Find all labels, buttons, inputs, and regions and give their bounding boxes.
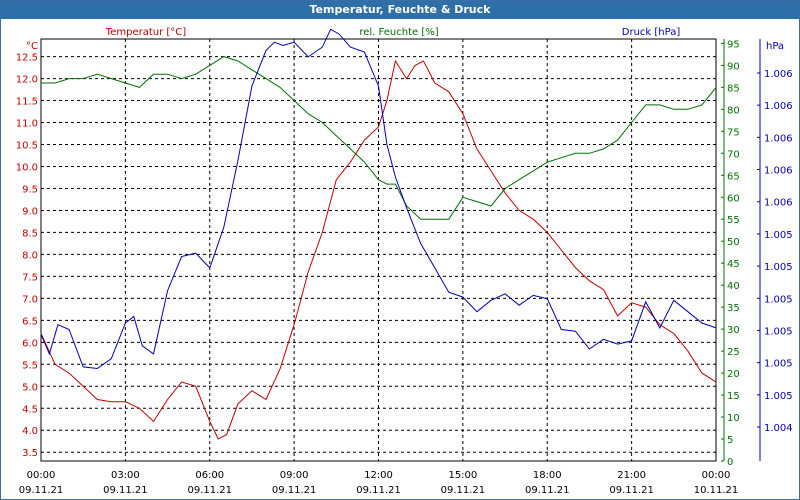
pressure-tick-label: 1.005 [764, 294, 793, 305]
temperature-tick-label: 10.5 [16, 141, 38, 152]
pressure-tick-label: 1.006 [764, 133, 793, 144]
temperature-tick-label: 10.0 [16, 162, 38, 173]
x-tick-label-time: 06:00 [195, 470, 224, 481]
pressure-tick-label: 1.005 [764, 262, 793, 273]
humidity-tick-label: 80 [727, 105, 740, 116]
humidity-tick-label: 70 [727, 149, 740, 160]
x-tick-label-date: 09.11.21 [103, 485, 148, 496]
pressure-tick-label: 1.004 [764, 423, 793, 434]
humidity-tick-label: 50 [727, 237, 740, 248]
temperature-tick-label: 6.0 [22, 338, 38, 349]
temperature-tick-label: 5.5 [22, 360, 38, 371]
humidity-tick-label: 85 [727, 83, 740, 94]
pressure-tick-label: 1.006 [764, 198, 793, 209]
temperature-tick-label: 9.5 [22, 184, 38, 195]
x-tick-label-time: 00:00 [702, 470, 731, 481]
x-tick-label-date: 09.11.21 [356, 485, 401, 496]
pressure-unit-label: hPa [766, 41, 784, 52]
temperature-unit-label: °C [26, 41, 38, 52]
x-tick-label-time: 18:00 [533, 470, 562, 481]
x-tick-label-time: 00:00 [27, 470, 56, 481]
temperature-tick-label: 6.5 [22, 316, 38, 327]
x-tick-label-time: 15:00 [448, 470, 477, 481]
pressure-axis-title: Druck [hPa] [622, 27, 681, 38]
temperature-tick-label: 7.5 [22, 272, 38, 283]
humidity-tick-label: 45 [727, 259, 740, 270]
x-tick-label-time: 12:00 [364, 470, 393, 481]
pressure-tick-label: 1.006 [764, 166, 793, 177]
humidity-axis-title: rel. Feuchte [%] [359, 27, 438, 38]
x-tick-label-date: 09.11.21 [525, 485, 570, 496]
temperature-tick-label: 7.0 [22, 294, 38, 305]
humidity-tick-label: 15 [727, 391, 740, 402]
humidity-tick-label: 35 [727, 303, 740, 314]
humidity-tick-label: 90 [727, 61, 740, 72]
pressure-tick-label: 1.005 [764, 359, 793, 370]
temperature-tick-label: 9.0 [22, 206, 38, 217]
temperature-tick-label: 12.5 [16, 53, 38, 64]
temperature-tick-label: 3.5 [22, 448, 38, 459]
x-tick-label-date: 09.11.21 [272, 485, 317, 496]
temperature-tick-label: 12.0 [16, 75, 38, 86]
pressure-tick-label: 1.005 [764, 391, 793, 402]
temperature-tick-label: 11.0 [16, 119, 38, 130]
humidity-tick-label: 65 [727, 171, 740, 182]
pressure-series-line [40, 28, 717, 370]
humidity-tick-label: 60 [727, 193, 740, 204]
pressure-tick-label: 1.006 [764, 69, 793, 80]
temperature-tick-label: 11.5 [16, 97, 38, 108]
x-tick-label-date: 10.11.21 [694, 485, 739, 496]
x-tick-label-date: 09.11.21 [19, 485, 64, 496]
humidity-tick-label: 75 [727, 127, 740, 138]
x-tick-label-date: 09.11.21 [187, 485, 232, 496]
humidity-tick-label: 30 [727, 325, 740, 336]
humidity-tick-label: 10 [727, 413, 740, 424]
window-title: Temperatur, Feuchte & Druck [1, 1, 799, 19]
pressure-tick-label: 1.005 [764, 326, 793, 337]
humidity-series-line [41, 56, 717, 220]
temperature-tick-label: 4.0 [22, 426, 38, 437]
temperature-tick-label: 8.5 [22, 228, 38, 239]
temperature-tick-label: 4.5 [22, 404, 38, 415]
humidity-tick-label: 0 [727, 457, 733, 468]
humidity-tick-label: 20 [727, 369, 740, 380]
humidity-tick-label: 5 [727, 435, 733, 446]
pressure-tick-label: 1.005 [764, 230, 793, 241]
x-tick-label-date: 09.11.21 [441, 485, 486, 496]
temperature-tick-label: 8.0 [22, 250, 38, 261]
temperature-axis-title: Temperatur [°C] [105, 27, 186, 38]
x-tick-label-time: 09:00 [280, 470, 309, 481]
x-tick-label-date: 09.11.21 [609, 485, 654, 496]
humidity-tick-label: 95 [727, 39, 740, 50]
humidity-tick-label: 25 [727, 347, 740, 358]
temperature-tick-label: 5.0 [22, 382, 38, 393]
humidity-tick-label: 55 [727, 215, 740, 226]
x-tick-label-time: 21:00 [617, 470, 646, 481]
x-tick-label-time: 03:00 [111, 470, 140, 481]
pressure-tick-label: 1.006 [764, 101, 793, 112]
humidity-tick-label: 40 [727, 281, 740, 292]
